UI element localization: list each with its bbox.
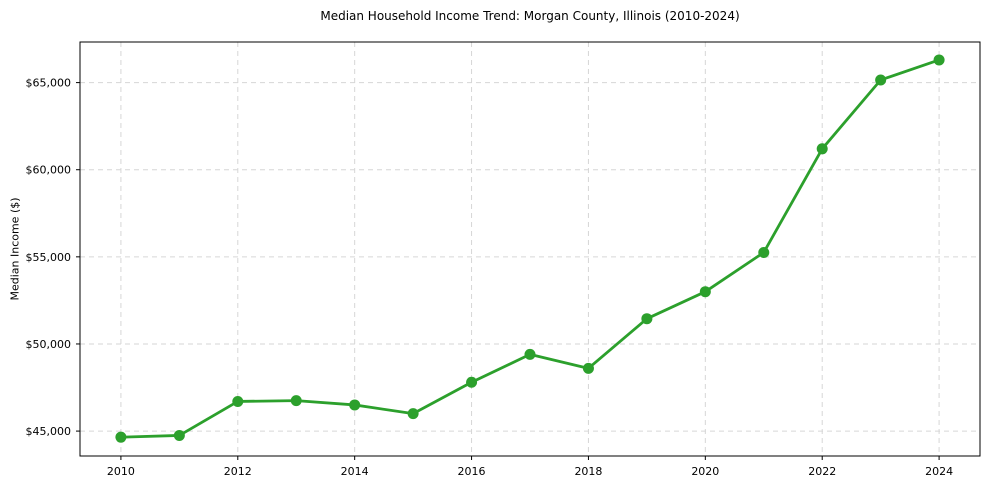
data-point-marker-2015: [407, 408, 419, 420]
plot-area-border: [79, 41, 981, 457]
y-tick-label: $45,000: [26, 425, 72, 438]
x-tick-label: 2014: [341, 465, 369, 478]
data-point-marker-2021: [758, 246, 770, 258]
data-point-marker-2012: [232, 395, 244, 407]
data-point-marker-2011: [173, 429, 185, 441]
x-tick-label: 2012: [224, 465, 252, 478]
x-tick-label: 2020: [691, 465, 719, 478]
data-point-marker-2013: [290, 395, 302, 407]
x-tick-label: 2022: [808, 465, 836, 478]
data-point-marker-2019: [641, 313, 653, 325]
chart-title: Median Household Income Trend: Morgan Co…: [320, 9, 740, 23]
y-tick-label: $65,000: [26, 77, 72, 90]
data-point-marker-2010: [115, 431, 127, 443]
x-tick-label: 2024: [925, 465, 953, 478]
data-point-marker-2018: [582, 362, 594, 374]
data-point-marker-2016: [466, 376, 478, 388]
y-tick-label: $60,000: [26, 164, 72, 177]
data-point-marker-2020: [699, 286, 711, 298]
data-point-marker-2014: [349, 399, 361, 411]
data-point-marker-2017: [524, 348, 536, 360]
data-point-marker-2024: [933, 54, 945, 66]
x-tick-label: 2018: [574, 465, 602, 478]
y-tick-label: $50,000: [26, 338, 72, 351]
x-tick-label: 2016: [458, 465, 486, 478]
y-tick-label: $55,000: [26, 251, 72, 264]
x-tick-label: 2010: [107, 465, 135, 478]
data-point-marker-2022: [816, 143, 828, 155]
trend-line: [119, 58, 941, 439]
data-point-marker-2023: [875, 74, 887, 86]
